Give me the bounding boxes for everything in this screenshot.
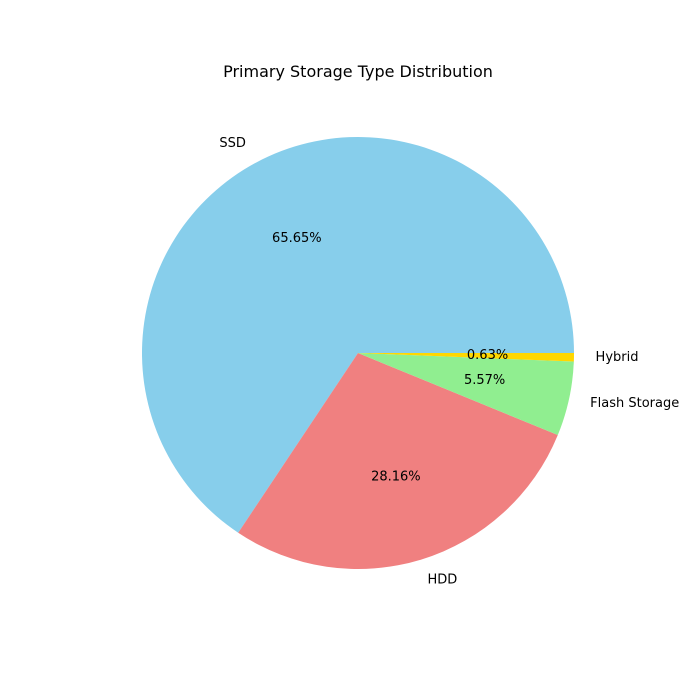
slice-percent-ssd: 65.65% (272, 231, 322, 246)
chart-title: Primary Storage Type Distribution (223, 62, 493, 81)
slice-percent-hdd: 28.16% (371, 469, 421, 484)
slice-percent-hybrid: 0.63% (467, 348, 508, 363)
pie-slice-hdd (238, 353, 558, 569)
pie-labels: SSD 65.65% HDD 28.16% Flash Storage 5.57% Hybr… (219, 136, 679, 588)
slice-label-flash-storage: Flash Storage (590, 396, 679, 411)
pie-slice-flash-storage (358, 353, 574, 436)
slice-label-hybrid: Hybrid (596, 350, 639, 365)
pie-slice-hybrid (358, 353, 574, 362)
slice-label-ssd: SSD (219, 136, 246, 151)
slice-percent-flash-storage: 5.57% (464, 373, 505, 388)
pie-slice-ssd (142, 137, 575, 533)
pie-slices (142, 137, 575, 569)
slice-label-hdd: HDD (427, 573, 457, 588)
